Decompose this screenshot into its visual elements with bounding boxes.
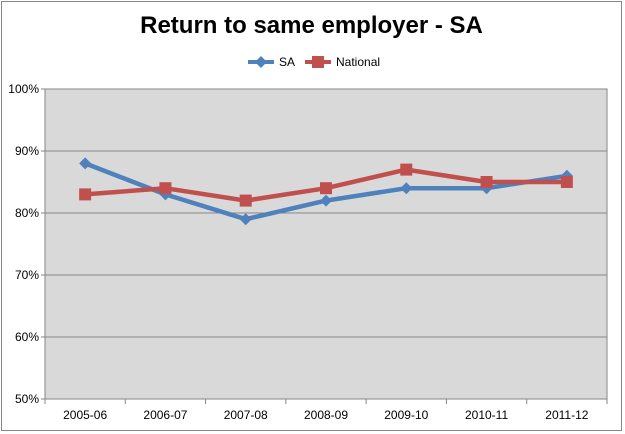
y-tick-label: 60%: [15, 330, 39, 344]
data-point: [320, 194, 332, 207]
x-tick-label: 2007-08: [224, 408, 268, 422]
legend-item-national: National: [305, 55, 380, 69]
data-point: [239, 194, 252, 207]
chart-title: Return to same employer - SA: [140, 12, 483, 39]
x-tick-label: 2011-12: [545, 408, 588, 422]
y-tick-label: 100%: [8, 82, 39, 96]
data-point: [159, 182, 172, 195]
legend-marker: [312, 56, 324, 68]
x-tick-label: 2009-10: [384, 408, 428, 422]
data-point: [239, 213, 252, 226]
data-point: [79, 188, 92, 201]
data-point: [560, 176, 573, 188]
data-point: [480, 176, 493, 188]
legend-item-sa: SA: [248, 55, 295, 69]
x-tick-label: 2008-09: [304, 408, 348, 422]
plot-area: [44, 88, 608, 400]
legend-marker: [255, 56, 267, 68]
x-tick-label: 2010-11: [465, 408, 508, 422]
y-tick-label: 50%: [15, 392, 39, 406]
x-tick-label: 2006-07: [143, 408, 187, 422]
data-point: [79, 157, 92, 170]
data-point: [400, 182, 413, 195]
legend-label: SA: [279, 55, 295, 69]
y-tick-label: 70%: [15, 268, 39, 282]
data-point: [320, 182, 332, 195]
y-tick-label: 90%: [15, 144, 39, 158]
x-tick-label: 2005-06: [63, 408, 107, 422]
legend-label: National: [336, 55, 380, 69]
data-point: [400, 163, 413, 176]
y-tick-label: 80%: [15, 206, 39, 220]
series-national: [79, 163, 573, 207]
